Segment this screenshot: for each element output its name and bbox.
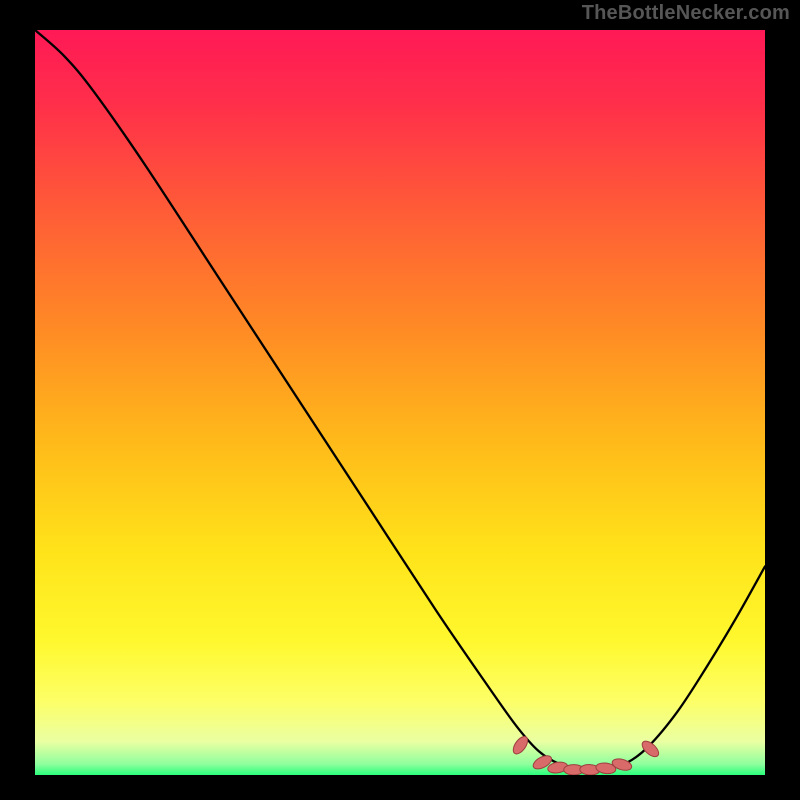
attribution-text: TheBottleNecker.com [582, 2, 790, 25]
bottleneck-curve-plot [35, 30, 765, 775]
chart-container: TheBottleNecker.com [0, 0, 800, 800]
plot-background [35, 30, 765, 775]
